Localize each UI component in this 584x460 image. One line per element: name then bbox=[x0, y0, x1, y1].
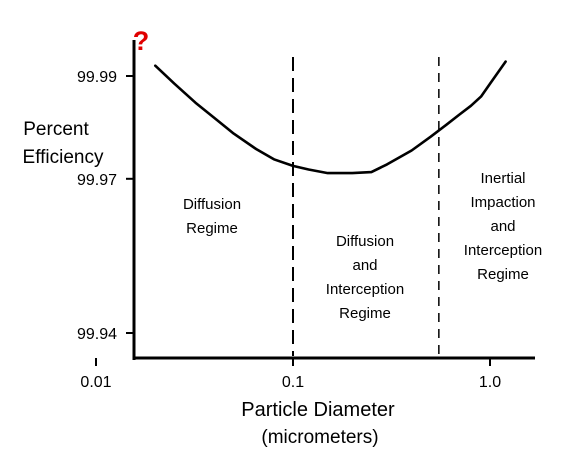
regime-label-line: and bbox=[352, 257, 377, 274]
y-axis-label-line-1: Percent bbox=[23, 119, 89, 140]
regime-label-line: Diffusion bbox=[183, 196, 241, 213]
x-tick-group: 0.01 0.1 1.0 bbox=[80, 358, 501, 391]
regime-label-line: Regime bbox=[186, 220, 238, 237]
x-tick-label: 0.1 bbox=[282, 374, 304, 391]
regime-label-line: Interception bbox=[326, 281, 404, 298]
x-axis-label-line-1: Particle Diameter bbox=[241, 399, 395, 421]
y-tick-label: 99.94 bbox=[77, 326, 117, 343]
regime-label-line: Regime bbox=[477, 266, 529, 283]
x-tick-label: 0.01 bbox=[80, 374, 111, 391]
y-tick-label: 99.97 bbox=[77, 172, 117, 189]
x-axis-label-line-2: (micrometers) bbox=[261, 427, 378, 448]
y-tick-label: 99.99 bbox=[77, 69, 117, 86]
regime-label-line: Diffusion bbox=[336, 233, 394, 250]
regime-label-group: Diffusion Regime Diffusion and Interception R… bbox=[183, 170, 542, 322]
regime-label-line: Interception bbox=[464, 242, 542, 259]
regime-label-line: and bbox=[490, 218, 515, 235]
regime-label-line: Impaction bbox=[470, 194, 535, 211]
efficiency-curve-group bbox=[155, 62, 505, 174]
regime-label-line: Inertial bbox=[480, 170, 525, 187]
x-tick-label: 1.0 bbox=[479, 374, 501, 391]
y-tick-group: 99.99 99.97 99.94 bbox=[77, 69, 134, 343]
y-axis-label-line-2: Efficiency bbox=[23, 147, 104, 168]
efficiency-curve bbox=[155, 62, 505, 174]
regime-label-line: Regime bbox=[339, 305, 391, 322]
